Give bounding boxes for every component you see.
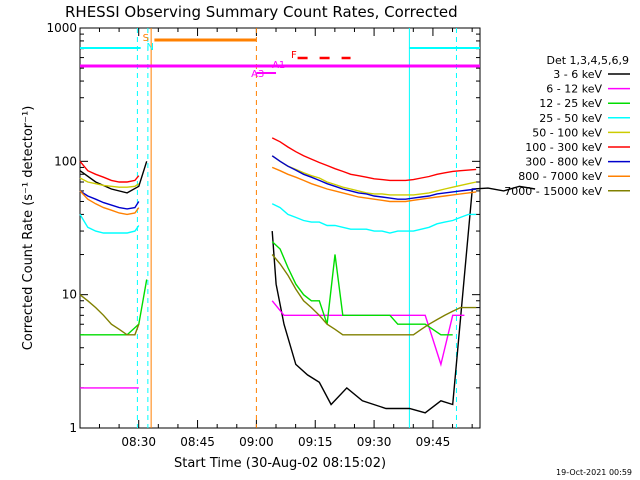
annotation-a1: A1 xyxy=(272,60,285,71)
y-tick-labels: 1 10 100 1000 xyxy=(46,21,77,435)
annotation-n: N xyxy=(147,42,154,53)
series-line xyxy=(271,203,477,234)
series-line xyxy=(271,241,453,336)
legend-label: 3 - 6 keV xyxy=(553,68,602,81)
series-line xyxy=(271,166,477,203)
legend-label: 50 - 100 keV xyxy=(532,126,602,139)
y-tick-label: 10 xyxy=(62,288,77,302)
annotations: SN F A1 A3 xyxy=(143,33,297,80)
y-axis-label: Corrected Count Rate (s⁻¹ detector⁻¹) xyxy=(21,106,36,351)
x-axis-label: Start Time (30-Aug-02 08:15:02) xyxy=(174,456,386,471)
series-line xyxy=(79,177,140,188)
x-tick-label: 09:30 xyxy=(357,435,392,449)
legend-label: 12 - 25 keV xyxy=(539,97,602,110)
y-tick-label: 100 xyxy=(54,154,77,168)
legend-label: 300 - 800 keV xyxy=(525,156,602,169)
series-line xyxy=(271,254,477,336)
legend-label: 7000 - 15000 keV xyxy=(504,185,602,198)
series-line xyxy=(271,300,465,367)
chart-title: RHESSI Observing Summary Count Rates, Co… xyxy=(65,3,458,21)
series-line xyxy=(79,190,140,216)
x-tick-label: 09:15 xyxy=(298,435,333,449)
legend-label: 100 - 300 keV xyxy=(525,141,602,154)
legend-title: Det 1,3,4,5,6,9 xyxy=(546,54,629,67)
series-line xyxy=(79,294,140,336)
legend-label: 800 - 7000 keV xyxy=(518,170,602,183)
x-tick-labels: 08:30 08:45 09:00 09:15 09:30 09:45 xyxy=(121,435,450,449)
footer-date: 19-Oct-2021 00:59 xyxy=(556,468,632,477)
plot-area xyxy=(79,27,536,429)
legend-label: 25 - 50 keV xyxy=(539,112,602,125)
y-tick-label: 1 xyxy=(69,421,77,435)
series-line xyxy=(271,155,477,196)
series-line xyxy=(271,137,477,182)
series-line xyxy=(79,161,148,194)
series-line xyxy=(79,160,140,183)
series-line xyxy=(80,279,148,336)
annotation-a3: A3 xyxy=(251,69,264,80)
series-line xyxy=(271,155,477,200)
plot-frame xyxy=(79,27,481,429)
x-tick-label: 08:30 xyxy=(121,435,156,449)
y-tick-label: 1000 xyxy=(46,21,77,35)
series-line xyxy=(79,190,140,210)
series-line xyxy=(79,214,140,234)
series-line xyxy=(271,185,536,414)
annotation-s: S xyxy=(143,33,149,44)
annotation-f: F xyxy=(291,50,297,61)
x-tick-label: 09:45 xyxy=(416,435,451,449)
x-tick-label: 08:45 xyxy=(180,435,215,449)
legend-label: 6 - 12 keV xyxy=(546,83,602,96)
x-tick-label: 09:00 xyxy=(239,435,274,449)
